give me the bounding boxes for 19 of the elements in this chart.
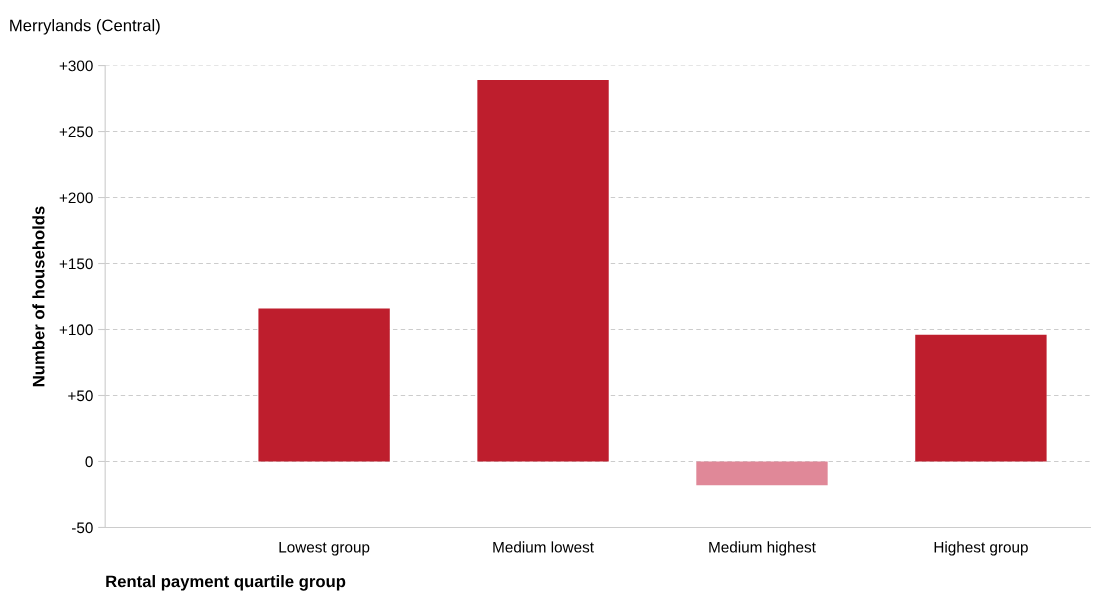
bar [258, 308, 390, 462]
x-tick-label: Medium highest [709, 541, 816, 556]
x-axis-title: Rental payment quartile group [106, 575, 346, 591]
x-tick-label: Highest group [934, 541, 1028, 556]
y-tick-label: +150 [59, 258, 93, 270]
x-tick-label: Medium lowest [493, 541, 594, 553]
chart-title: Merrylands (Central) [10, 19, 160, 35]
y-tick-label: -50 [71, 522, 93, 534]
y-axis-title: Number of households [32, 206, 45, 387]
y-tick-label: +200 [59, 192, 93, 204]
bar [915, 334, 1047, 462]
y-tick-label: +300 [59, 60, 93, 72]
bar [696, 461, 828, 486]
bar [477, 80, 609, 462]
y-tick-label: 0 [85, 456, 93, 468]
y-tick-label: +50 [68, 390, 93, 402]
y-tick-label: +250 [59, 126, 93, 138]
x-tick-label: Lowest group [279, 541, 370, 556]
y-tick-label: +100 [59, 324, 93, 336]
